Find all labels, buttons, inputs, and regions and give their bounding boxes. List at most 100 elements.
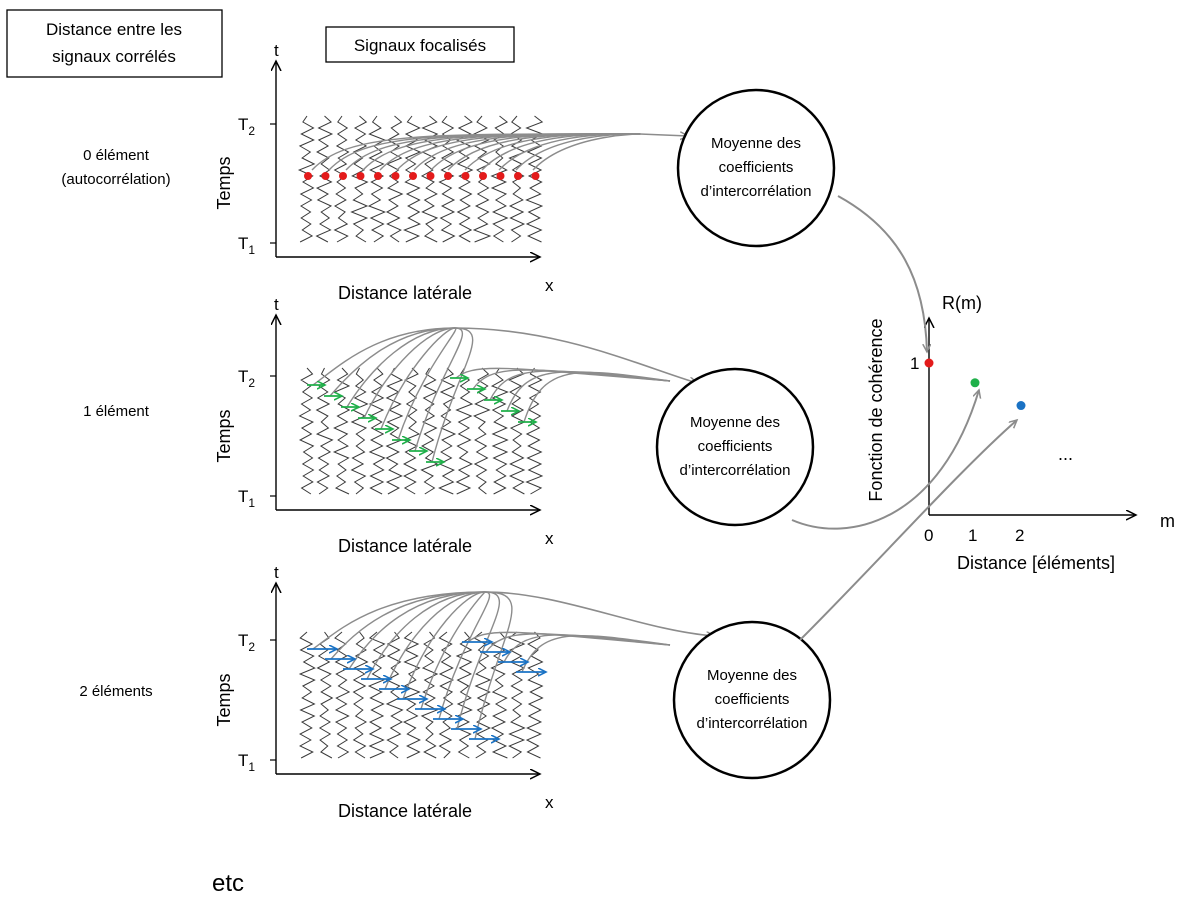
autocorr-dot xyxy=(514,172,522,180)
signal-trace xyxy=(315,367,334,495)
signal-trace xyxy=(508,367,526,495)
arrow-circle2-to-point2 xyxy=(799,420,1017,641)
axis-x-label: x xyxy=(545,529,554,548)
circle-text-line: Moyenne des xyxy=(690,414,780,431)
signal-trace xyxy=(367,631,386,759)
autocorr-dot xyxy=(426,172,435,180)
signal-trace xyxy=(420,631,439,759)
row-heading-box: Distance entre les signaux corrélés xyxy=(6,9,223,78)
correlation-curves xyxy=(312,591,714,740)
autocorr-dot xyxy=(409,172,417,180)
signal-trace xyxy=(402,631,421,759)
row-label-line: (autocorrélation) xyxy=(61,171,170,188)
correlation-curve xyxy=(420,591,486,710)
autocorr-dot xyxy=(444,172,452,180)
autocorr-dot xyxy=(374,172,382,180)
coherence-point-m0 xyxy=(924,358,934,368)
autocorr-dot xyxy=(461,172,470,180)
autocorr-dot xyxy=(304,172,312,180)
circle-text-line: Moyenne des xyxy=(711,135,801,152)
focused-signals-label: Signaux focalisés xyxy=(354,36,486,55)
autocorr-dot xyxy=(356,172,365,180)
correlation-curves xyxy=(311,133,688,171)
autocorr-dot xyxy=(391,172,400,180)
signal-trace xyxy=(298,367,315,495)
t2-label: T2 xyxy=(238,631,255,654)
correlation-curve xyxy=(521,634,671,673)
axis-t-label: t xyxy=(274,41,279,60)
circle-text-line: coefficients xyxy=(719,159,794,176)
coherence-x-tick-1: 1 xyxy=(968,526,977,545)
x-label-distance: Distance latérale xyxy=(338,536,472,556)
row-heading-line1: Distance entre les xyxy=(46,20,182,39)
circle-text-line: coefficients xyxy=(715,691,790,708)
signal-trace xyxy=(385,367,404,495)
correlation-curve xyxy=(380,327,456,430)
arrow-circle0-to-point0 xyxy=(837,195,927,352)
mean-coefficient-circle xyxy=(672,620,832,780)
correlation-curve xyxy=(532,133,642,171)
autocorr-dot xyxy=(479,172,487,180)
x-label-distance: Distance latérale xyxy=(338,801,472,821)
signal-trace xyxy=(490,367,509,495)
coherence-plot: R(m) m Distance [éléments] Fonction de c… xyxy=(866,293,1175,573)
correlation-curve xyxy=(438,591,491,720)
row-label-line: 2 éléments xyxy=(79,683,152,700)
mean-coefficient-circle xyxy=(676,88,836,248)
y-label-temps: Temps xyxy=(214,673,234,726)
t1-label: T1 xyxy=(238,234,255,257)
signal-trace xyxy=(350,367,369,495)
signal-traces xyxy=(298,631,544,759)
t2-label: T2 xyxy=(238,367,255,390)
y-label-temps: Temps xyxy=(214,156,234,209)
signal-trace xyxy=(473,367,491,495)
coherence-ellipsis: ... xyxy=(1058,444,1073,464)
signal-trace xyxy=(438,631,455,759)
autocorr-dot xyxy=(531,172,540,180)
axis-t-label: t xyxy=(274,295,279,314)
correlation-curve xyxy=(348,591,486,670)
coherence-x-label: Distance [éléments] xyxy=(957,553,1115,573)
coherence-x-tick-2: 2 xyxy=(1015,526,1024,545)
row-heading-line2: signaux corrélés xyxy=(52,47,176,66)
correlation-curve xyxy=(467,631,671,646)
correlation-curve xyxy=(346,327,456,408)
circle-text-line: Moyenne des xyxy=(707,667,797,684)
correlation-curve xyxy=(474,591,513,740)
correlation-curve xyxy=(330,591,486,660)
correlation-curve xyxy=(523,371,671,423)
signal-trace xyxy=(402,367,421,495)
circle-text-line: coefficients xyxy=(698,438,773,455)
mean-coefficient-node: Moyenne des coefficients d’intercorrélatio… xyxy=(676,88,836,248)
correlation-curve xyxy=(397,327,457,441)
row-label-line: 0 élément xyxy=(83,147,150,164)
coherence-point-m1 xyxy=(970,378,980,388)
signal-trace xyxy=(420,367,439,495)
circle-text-line: d’intercorrélation xyxy=(697,715,808,732)
signal-trace xyxy=(455,631,473,759)
panel-0: 0 élément (autocorrélation) t x T2 T1 Temps Dis… xyxy=(61,41,836,303)
signal-trace xyxy=(316,631,334,759)
x-label-distance: Distance latérale xyxy=(338,283,472,303)
circle-to-plot-arrows xyxy=(791,195,1017,641)
t2-label: T2 xyxy=(238,115,255,138)
signal-trace xyxy=(352,631,369,759)
signal-trace xyxy=(455,367,474,495)
circle-text-line: d’intercorrélation xyxy=(701,183,812,200)
signal-trace xyxy=(438,367,457,495)
correlation-curve xyxy=(402,591,486,700)
signal-trace xyxy=(368,367,386,495)
correlation-curve xyxy=(312,327,456,386)
to-circle-arrow xyxy=(484,591,714,636)
correlation-curve xyxy=(363,327,456,419)
t1-label: T1 xyxy=(238,751,255,774)
coherence-y-tick-1: 1 xyxy=(910,354,919,373)
axis-x-label: x xyxy=(545,276,554,295)
signal-trace xyxy=(525,631,544,759)
correlation-curve xyxy=(366,591,486,680)
correlation-curve xyxy=(456,591,501,730)
correlation-curve xyxy=(447,133,641,171)
t1-label: T1 xyxy=(238,487,255,510)
circle-text-line: d’intercorrélation xyxy=(680,462,791,479)
focused-signals-box: Signaux focalisés xyxy=(325,26,515,63)
